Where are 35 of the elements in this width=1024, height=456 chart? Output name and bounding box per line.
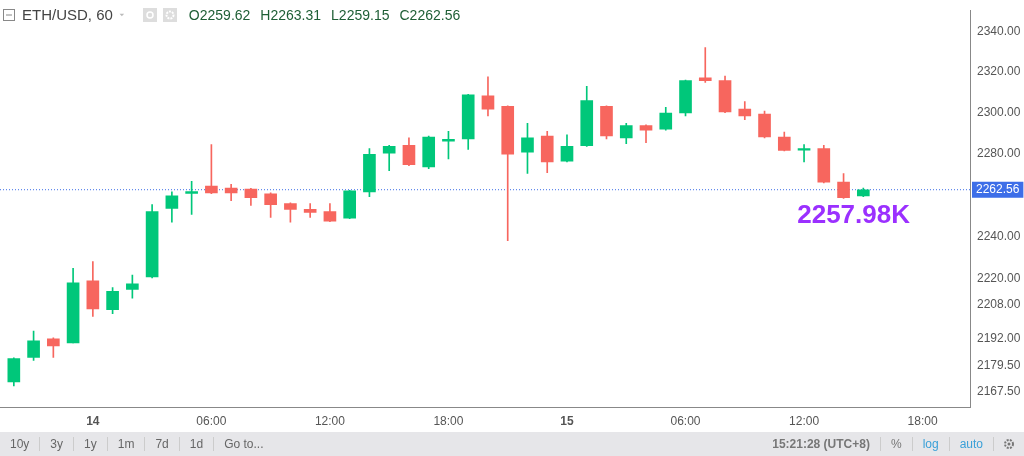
chart-title: ETH/USD, 60 <box>22 6 113 23</box>
x-tick-label: 06:00 <box>196 414 227 429</box>
y-tick-label: 2208.00 <box>977 296 1021 311</box>
y-tick-label: 2300.00 <box>977 104 1021 119</box>
text: 1y <box>74 437 108 451</box>
text: 10y <box>0 437 41 451</box>
y-tick-label: 2340.00 <box>977 23 1021 38</box>
text: 3y <box>40 437 75 451</box>
y-tick-label: 2179.50 <box>977 357 1021 372</box>
y-tick-label: 2280.00 <box>977 145 1021 160</box>
x-tick-label: 18:00 <box>433 414 464 429</box>
text: 1d <box>179 437 215 451</box>
annotation: 2257.98K <box>797 199 911 230</box>
y-tick-label: 2192.00 <box>977 330 1021 345</box>
text: log <box>911 437 949 451</box>
text: 7d <box>145 437 180 451</box>
x-tick-label: 06:00 <box>670 414 701 429</box>
x-tick-label: 18:00 <box>907 414 938 429</box>
x-tick-label: 12:00 <box>789 414 820 429</box>
text: 15:21:28 (UTC+8) <box>771 437 871 451</box>
text: auto <box>948 437 993 451</box>
y-tick-label: 2240.00 <box>977 229 1021 244</box>
y-tick-label: 2220.00 <box>977 271 1021 286</box>
ref-line-label: 2262.56 <box>976 182 1020 197</box>
y-tick-label: 2320.00 <box>977 64 1021 79</box>
candlestick <box>698 47 712 83</box>
text: Go to... <box>223 437 265 451</box>
text: % <box>879 437 912 451</box>
y-tick-label: 2167.50 <box>977 383 1021 398</box>
candlestick <box>303 203 317 218</box>
x-tick-label: 15 <box>560 414 574 429</box>
chart-subtitle: O2259.62 H2263.31 L2259.15 C2262.56 <box>188 6 461 23</box>
x-tick-label: 12:00 <box>314 414 346 429</box>
x-tick-label: 14 <box>86 414 100 429</box>
text: 1m <box>107 437 146 451</box>
